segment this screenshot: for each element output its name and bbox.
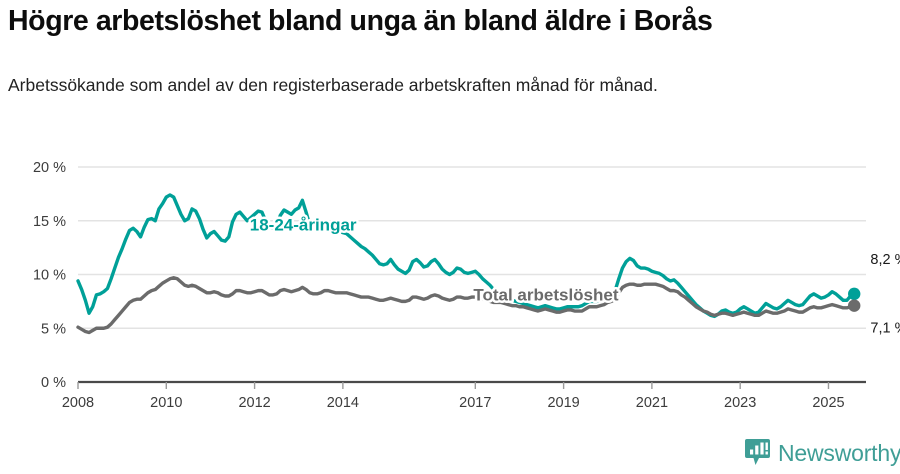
series-lines [76,193,856,335]
series-label: Total arbetslöshet [473,285,618,304]
end-value-label: 7,1 % [870,321,900,337]
end-value-label: 8,2 % [870,252,900,268]
y-axis-tick-label: 20 % [33,160,66,176]
x-axis-labels: 2008 2010 2012 2014 2017 2019 2021 2023 2025 [62,395,845,411]
gridlines [78,166,866,330]
y-axis-labels: 0 % 5 % 10 % 15 % 20 % [33,160,66,391]
page-title: Högre arbetslöshet bland unga än bland ä… [8,5,713,37]
x-axis-tick-label: 2014 [327,395,359,411]
series-end-markers [848,287,861,312]
newsworthy-logo[interactable]: Newsworthy [744,438,900,468]
x-axis-tick-label: 2021 [636,395,668,411]
x-axis-tick-label: 2025 [812,395,844,411]
x-axis-tick-label: 2012 [238,395,270,411]
series-line [76,276,856,335]
series-line [76,193,856,319]
x-axis-tick-label: 2023 [724,395,756,411]
y-axis-tick-label: 0 % [41,375,66,391]
x-axis-tick-label: 2010 [150,395,182,411]
series-label: 18-24-åringar [250,215,357,234]
y-axis-tick-label: 15 % [33,214,66,230]
y-axis-tick-label: 5 % [41,321,66,337]
page-subtitle: Arbetssökande som andel av den registerb… [8,75,658,95]
x-axis-tick-label: 2019 [547,395,579,411]
chart-annotations: 18-24-åringar Total arbetslöshet 8,2 % 7,1 … [247,213,900,339]
logo-wordmark: Newsworthy [778,439,900,466]
series-end-marker [848,299,861,312]
y-axis-tick-label: 10 % [33,268,66,284]
x-axis-tick-label: 2017 [459,395,491,411]
x-axis-tick-label: 2008 [62,395,94,411]
x-axis-ticks [77,382,830,389]
bar-chart-pin-icon [744,438,771,468]
series-end-marker [848,287,861,301]
